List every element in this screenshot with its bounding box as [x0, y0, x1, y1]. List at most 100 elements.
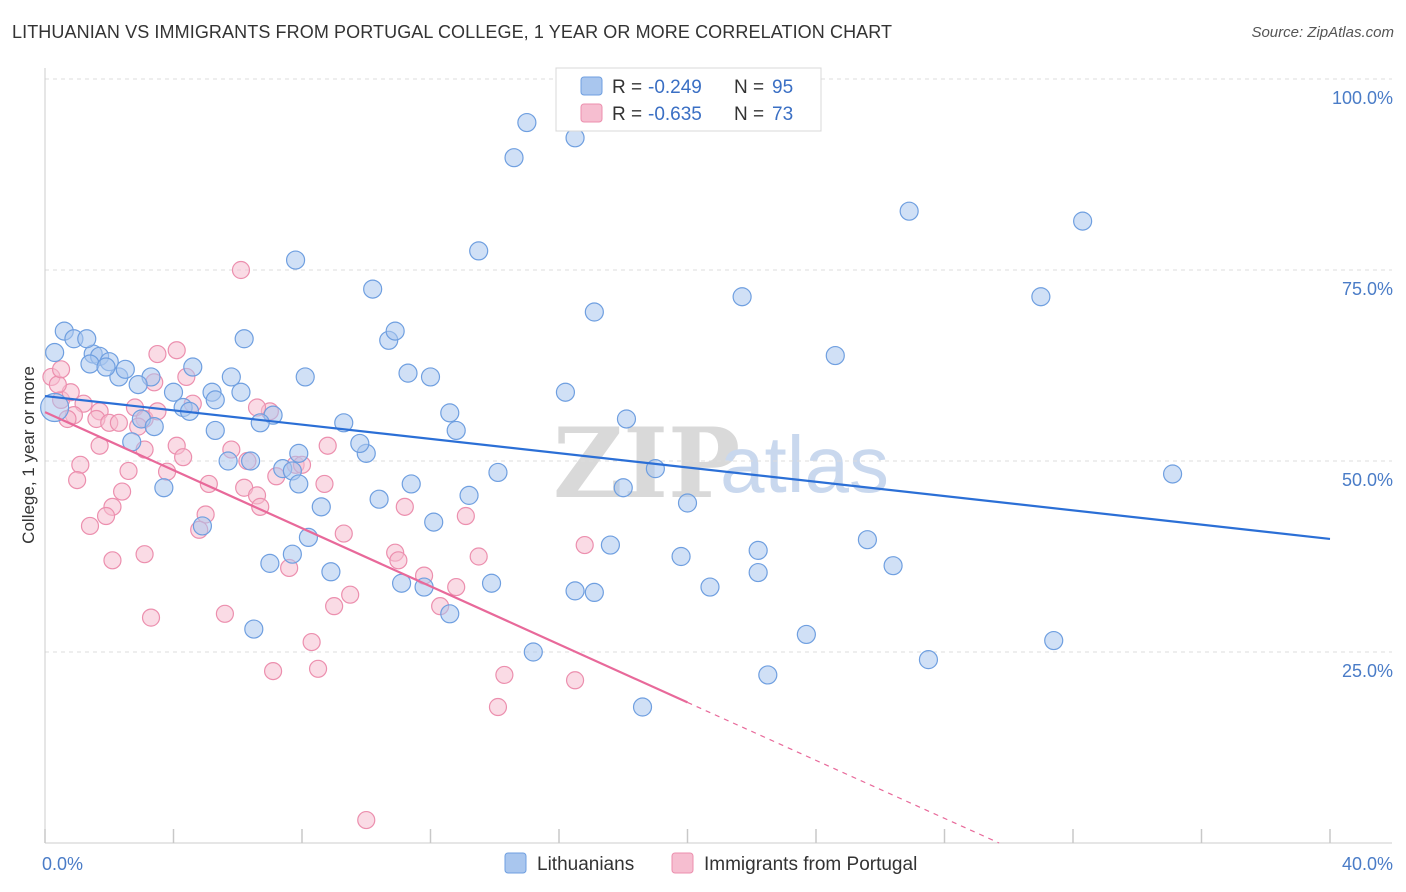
portugal-point [51, 360, 71, 379]
lithuanian-point [45, 342, 65, 363]
lithuanian-point [517, 112, 537, 133]
bottom-legend: Lithuanians Immigrants from Portugal [504, 852, 917, 875]
y-tick-label: 75.0% [1342, 279, 1393, 299]
lithuanian-point [1073, 211, 1093, 231]
lithuanian-point [311, 497, 331, 517]
lithuanian-point [154, 478, 174, 498]
portugal-point [215, 604, 234, 623]
lithuanian-point [244, 619, 264, 639]
lithuanian-point [748, 540, 768, 560]
lithuanian-point [857, 530, 878, 550]
bottom-legend-swatch-blue [504, 852, 527, 874]
lithuanian-point [221, 367, 241, 387]
lithuanian-point [555, 382, 576, 402]
portugal-point [318, 436, 337, 455]
portugal-point [148, 344, 167, 364]
lithuanian-point [420, 367, 441, 387]
lithuanian-point [758, 665, 778, 685]
portugal-point [48, 375, 67, 394]
legend-n-label-1: N = [734, 77, 764, 98]
portugal-point [231, 260, 251, 280]
legend-n-value-1: 95 [772, 77, 793, 98]
lithuanian-point [565, 128, 585, 148]
lithuanian-point [732, 287, 752, 307]
lithuanian-point [488, 462, 508, 483]
lithuanian-point [584, 302, 604, 322]
lithuanian-point [584, 582, 604, 603]
lithuanian-point [218, 451, 238, 471]
portugal-point [447, 577, 466, 597]
portugal-point [565, 671, 585, 690]
portugal-point [456, 506, 475, 526]
chart-title: LITHUANIAN VS IMMIGRANTS FROM PORTUGAL C… [12, 22, 893, 42]
lithuanian-point [96, 357, 116, 377]
lithuanian-point [282, 544, 302, 564]
lithuanian-point [398, 363, 418, 383]
lithuanian-points [40, 112, 1183, 717]
lithuanian-point [440, 403, 460, 423]
lithuanian-point [632, 697, 653, 717]
legend-r-value-1: -0.249 [648, 77, 702, 98]
portugal-point [112, 482, 132, 501]
portugal-point [495, 665, 514, 685]
lithuanian-point [115, 359, 135, 379]
portugal-point [263, 661, 283, 681]
portugal-point [148, 402, 167, 421]
lithuanian-point [677, 493, 698, 513]
portugal-point [119, 461, 138, 481]
lithuanian-point [796, 624, 816, 645]
bottom-legend-portugal: Immigrants from Portugal [704, 854, 917, 875]
x-tick-label: 40.0% [1342, 854, 1393, 874]
lithuanian-point [1162, 464, 1183, 484]
watermark-atlas: atlas [720, 420, 889, 509]
portugal-point [389, 551, 408, 570]
lithuanian-point [183, 357, 203, 377]
lithuanian-point [671, 546, 691, 567]
lithuanian-point [469, 241, 489, 261]
lithuanian-point [523, 642, 543, 662]
lithuanian-point [241, 451, 261, 471]
axes [44, 68, 1392, 844]
lithuanian-point [748, 562, 768, 583]
lithuanian-point [128, 375, 148, 395]
portugal-point [141, 608, 161, 627]
portugal-point [167, 341, 186, 360]
portugal-point [71, 455, 90, 474]
lithuanian-point [883, 556, 903, 576]
legend-r-value-2: -0.635 [648, 104, 702, 125]
x-tick-labels: 0.0% 40.0% [42, 854, 1393, 874]
lithuanian-trend-line [44, 394, 1331, 541]
legend-n-value-2: 73 [772, 104, 793, 125]
watermark: ZIP atlas [553, 407, 889, 520]
lithuanian-point [504, 148, 524, 168]
lithuanian-point [459, 485, 479, 505]
lithuanian-point [260, 553, 280, 573]
lithuanian-point [192, 516, 213, 536]
x-tick-label: 0.0% [42, 854, 83, 874]
portugal-trend-line [44, 411, 688, 704]
legend-r-label-1: R = [612, 77, 642, 98]
lithuanian-point [205, 390, 225, 410]
portugal-point [103, 551, 122, 570]
y-tick-label: 25.0% [1342, 661, 1393, 681]
portugal-point [80, 516, 100, 536]
lithuanian-point [1031, 287, 1051, 307]
portugal-point [395, 497, 414, 516]
portugal-point [469, 547, 488, 566]
legend-n-label-2: N = [734, 104, 764, 125]
gridlines [45, 78, 1392, 653]
lithuanian-point [250, 413, 270, 433]
portugal-point [302, 632, 321, 652]
lithuanian-point [440, 604, 460, 624]
trend-lines [44, 394, 1331, 844]
portugal-point [334, 524, 353, 543]
lithuanian-point [205, 420, 225, 441]
portugal-point [308, 659, 328, 678]
lithuanian-point [446, 420, 466, 441]
portugal-points [42, 260, 594, 830]
y-tick-label: 50.0% [1342, 470, 1393, 490]
legend-swatch-blue [580, 76, 603, 96]
lithuanian-point [363, 279, 383, 299]
portugal-point [357, 810, 376, 830]
portugal-point [575, 535, 594, 555]
